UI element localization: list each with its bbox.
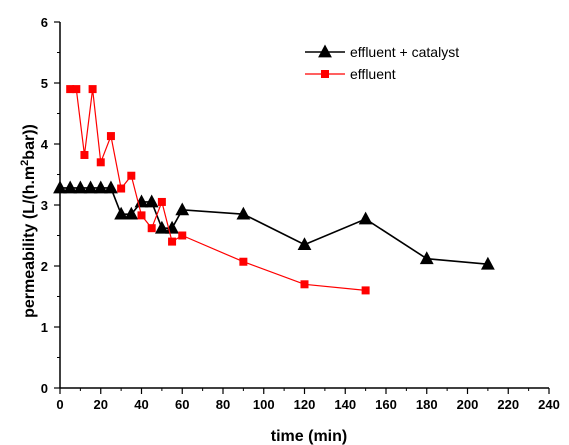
data-point [175,202,190,216]
data-point [137,211,146,220]
data-point [144,194,159,208]
y-tick-label: 5 [41,76,48,91]
x-tick-label: 180 [416,397,438,412]
data-point [419,251,434,265]
data-point [73,180,88,194]
legend-marker [321,70,329,78]
x-tick-label: 20 [94,397,108,412]
y-axis-title-tail: bar)) [21,124,38,160]
x-tick-label: 240 [538,397,560,412]
series-line [70,88,366,291]
data-point [297,237,312,251]
y-tick-label: 2 [41,259,48,274]
y-axis-title: permeability (L/(h.m2bar)) [19,124,38,318]
x-tick-label: 220 [497,397,519,412]
data-point [124,206,139,220]
series-line [60,187,488,265]
series-effluent [66,85,370,295]
data-point [72,85,81,94]
legend: effluent + catalyst effluent [305,44,459,82]
legend-label: effluent [350,66,396,82]
data-point [239,257,248,266]
legend-label: effluent + catalyst [350,44,459,60]
data-point [127,171,136,180]
series-effluent-catalyst [53,180,495,270]
data-point [93,180,108,194]
y-tick-label: 4 [41,137,49,152]
y-axis-title-superscript: 2 [19,160,31,166]
x-tick-label: 100 [253,397,275,412]
data-point [300,280,309,289]
data-point [63,180,78,194]
data-point [88,85,97,94]
y-tick-label: 6 [41,15,48,30]
data-point [114,206,129,220]
data-point [80,150,89,159]
x-tick-label: 0 [56,397,63,412]
data-point [147,224,156,233]
plot-area [53,85,495,295]
data-point [104,180,118,194]
x-axis-title: time (min) [271,428,347,445]
data-point [96,158,105,167]
y-tick-label: 1 [41,320,48,335]
x-tick-label: 60 [175,397,189,412]
y-tick-label: 3 [41,198,48,213]
legend-marker [318,44,332,58]
data-point [157,197,166,206]
x-tick-label: 80 [216,397,230,412]
data-point [358,211,373,225]
data-point [66,85,75,94]
y-tick-label: 0 [41,381,48,396]
data-point [178,231,187,240]
data-point [83,180,98,194]
x-tick-label: 200 [457,397,479,412]
data-point [361,286,370,295]
x-tick-label: 140 [334,397,356,412]
data-point [154,220,169,234]
data-point [117,184,126,193]
data-point [480,256,495,270]
data-point [106,132,115,141]
axes: 0 20 40 60 80 100 120 140 160 180 200 220 240 0 1 2 3 4 5 6 [41,15,560,412]
x-tick-label: 160 [375,397,397,412]
x-tick-label: 120 [294,397,316,412]
y-axis-title-main: permeability (L/(h.m [21,166,38,318]
x-tick-label: 40 [134,397,148,412]
data-point [168,237,177,246]
data-point [236,206,251,220]
